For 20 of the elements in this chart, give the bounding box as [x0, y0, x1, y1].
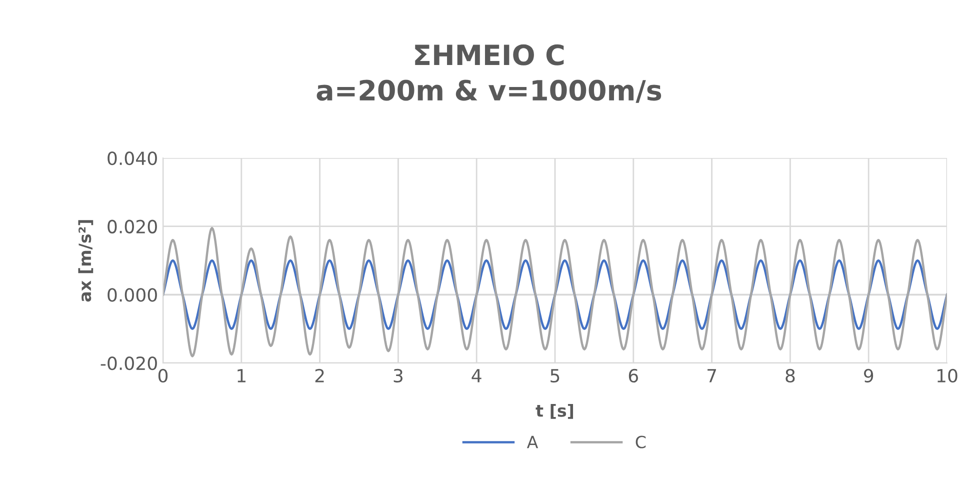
x-tick-label: 2 [315, 368, 324, 382]
x-tick-label: 5 [550, 369, 560, 383]
x-tick-label: 7 [708, 369, 716, 382]
y-tick-label: -0.020 [100, 356, 157, 370]
x-tick-label: 4 [472, 369, 482, 382]
chart-title: ΣΗΜΕΙΟ C a=200m & v=1000m/s [316, 44, 662, 103]
y-tick-label: 0.020 [108, 220, 157, 234]
x-tick-label: 9 [864, 368, 874, 383]
x-tick-label: 1 [238, 369, 246, 382]
x-tick-label: 8 [786, 368, 795, 383]
x-axis-title: t [s] [536, 404, 574, 419]
x-tick-label: 10 [937, 368, 958, 383]
legend-label: A [526, 436, 538, 448]
x-tick-label: 3 [394, 368, 402, 383]
x-tick-label: 6 [628, 368, 638, 383]
y-tick-label: 0.040 [108, 151, 157, 166]
legend-label: C [636, 436, 646, 448]
x-tick-label: 0 [158, 368, 168, 383]
y-axis-title: ax [m/s²] [78, 220, 94, 302]
y-tick-label: 0.000 [108, 288, 157, 302]
